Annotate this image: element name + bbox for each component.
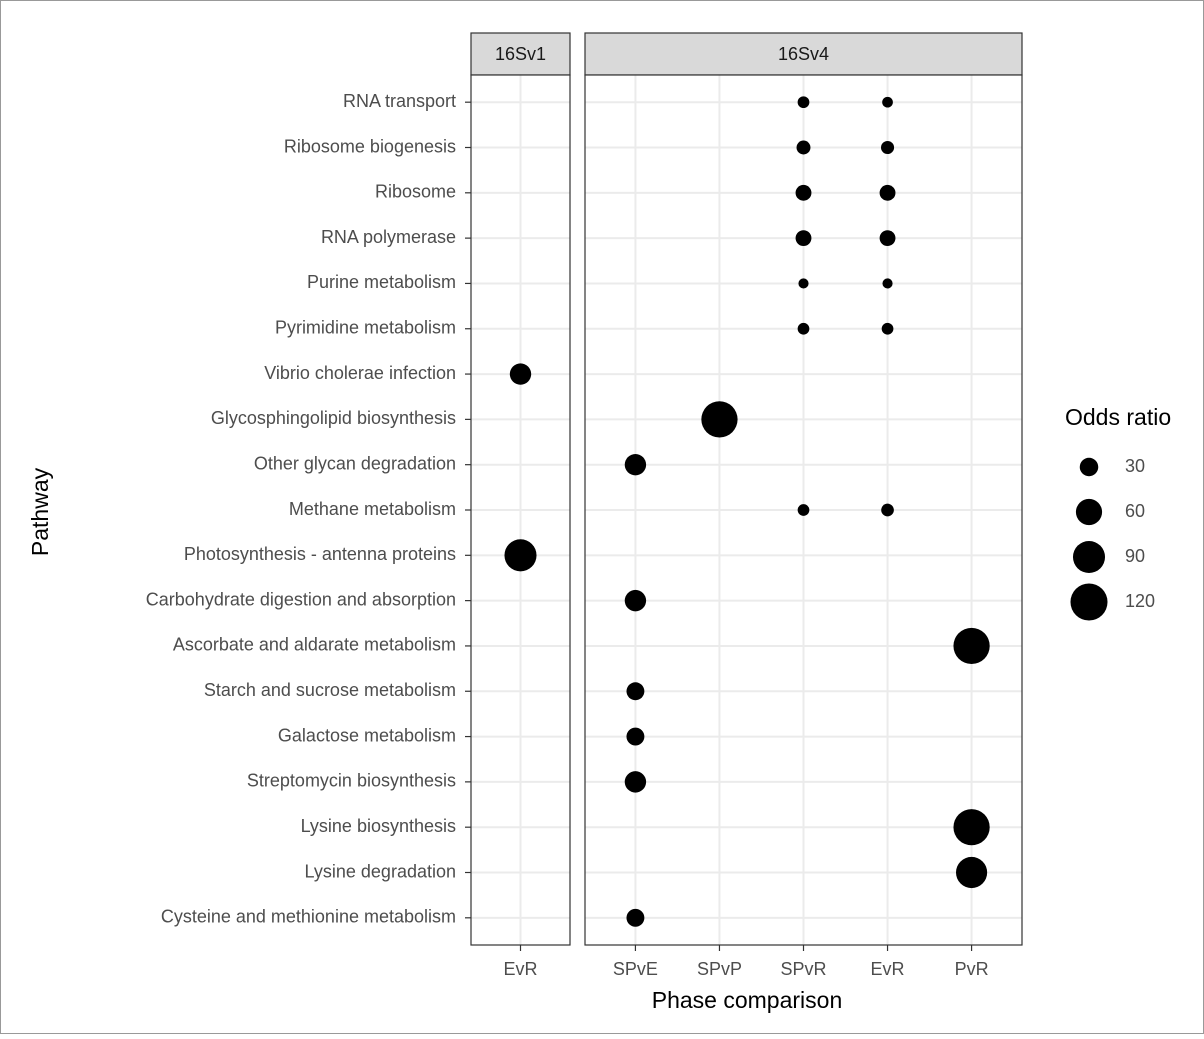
y-tick-label: RNA polymerase <box>321 227 456 247</box>
legend-label: 30 <box>1125 456 1145 476</box>
dot <box>798 278 809 289</box>
x-tick-label: SPvP <box>697 959 742 979</box>
strip-bg <box>584 32 1023 76</box>
y-tick-label: Ascorbate and aldarate metabolism <box>173 635 456 655</box>
dot <box>881 322 894 335</box>
y-tick-label: Vibrio cholerae infection <box>264 363 456 383</box>
dot <box>881 503 894 517</box>
panel-border <box>470 74 571 946</box>
y-tick-label: RNA transport <box>343 91 456 111</box>
x-tick-label: EvR <box>871 959 905 979</box>
dot <box>701 401 738 438</box>
dot <box>880 140 895 155</box>
x-tick-label: EvR <box>503 959 537 979</box>
dot <box>624 453 647 476</box>
panel-border <box>584 74 1023 946</box>
legend-key <box>1075 498 1103 526</box>
x-tick-label: PvR <box>955 959 989 979</box>
dot <box>626 727 645 746</box>
legend-label: 60 <box>1125 501 1145 521</box>
dot <box>795 184 812 201</box>
x-tick-label: SPvR <box>780 959 826 979</box>
y-tick-label: Lysine biosynthesis <box>301 816 456 836</box>
dot <box>509 363 532 385</box>
legend-label: 90 <box>1125 546 1145 566</box>
y-tick-label: Pyrimidine metabolism <box>275 318 456 338</box>
y-tick-label: Lysine degradation <box>305 861 456 881</box>
y-tick-label: Carbohydrate digestion and absorption <box>146 589 456 609</box>
dot <box>626 908 645 927</box>
dot <box>797 322 810 335</box>
dot <box>796 140 811 155</box>
dot <box>882 278 893 289</box>
y-tick-label: Other glycan degradation <box>254 453 456 473</box>
dot <box>795 230 812 247</box>
dot <box>953 809 990 846</box>
dot <box>955 856 988 889</box>
legend-key <box>1079 457 1099 477</box>
strip-label: 16Sv4 <box>778 44 829 64</box>
legend-title: Odds ratio <box>1065 404 1171 430</box>
y-tick-label: Galactose metabolism <box>278 725 456 745</box>
y-tick-label: Ribosome <box>375 182 456 202</box>
legend-label: 120 <box>1125 591 1155 611</box>
strip-bg <box>470 32 571 76</box>
y-tick-label: Photosynthesis - antenna proteins <box>184 544 456 564</box>
dot <box>953 627 990 665</box>
dot <box>624 589 647 612</box>
dot <box>797 504 810 516</box>
y-tick-label: Methane metabolism <box>289 499 456 519</box>
legend-key <box>1072 540 1106 574</box>
x-axis-title: Phase comparison <box>652 987 843 1013</box>
dot <box>624 771 647 793</box>
y-axis-title: Pathway <box>27 467 53 556</box>
y-tick-label: Streptomycin biosynthesis <box>247 771 456 791</box>
dot <box>626 682 645 701</box>
y-tick-label: Ribosome biogenesis <box>284 136 456 156</box>
y-tick-label: Starch and sucrose metabolism <box>204 680 456 700</box>
y-tick-label: Glycosphingolipid biosynthesis <box>211 408 456 428</box>
y-tick-label: Cysteine and methionine metabolism <box>161 907 456 927</box>
y-tick-label: Purine metabolism <box>307 272 456 292</box>
dot <box>882 96 893 108</box>
dot <box>797 96 810 109</box>
legend-key <box>1070 583 1108 621</box>
dot <box>504 539 537 572</box>
dot <box>879 184 896 201</box>
x-tick-label: SPvE <box>613 959 658 979</box>
strip-label: 16Sv1 <box>495 44 546 64</box>
dot <box>879 230 896 247</box>
